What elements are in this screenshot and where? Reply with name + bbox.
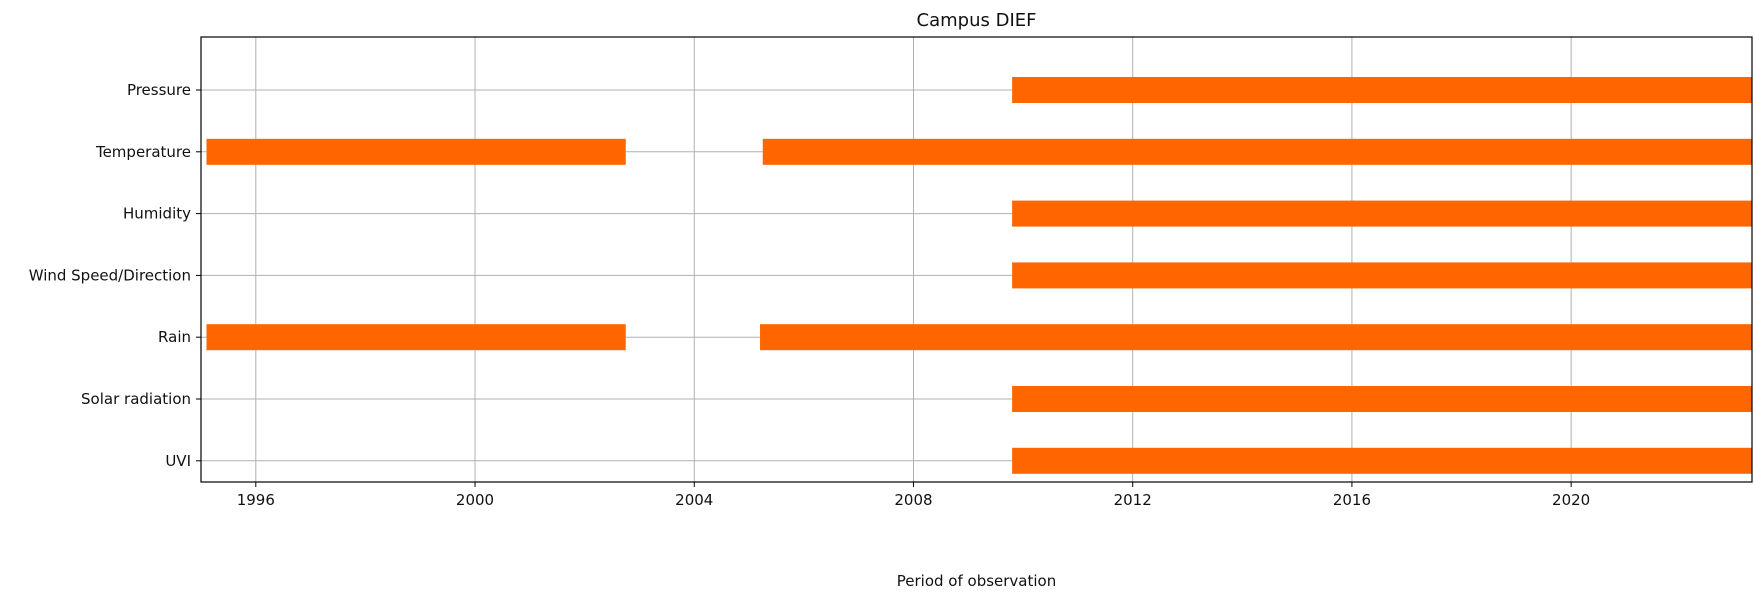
x-tick-label: 2016: [1333, 491, 1371, 509]
period-bar: [1012, 262, 1752, 289]
x-tick-label: 2000: [456, 491, 494, 509]
plot-frame: [200, 36, 1753, 483]
period-bar: [1012, 386, 1752, 412]
period-bar: [206, 324, 626, 351]
x-tick-label: 2008: [894, 491, 932, 509]
chart-title: Campus DIEF: [917, 10, 1037, 31]
y-tick-label: Rain: [158, 328, 191, 346]
y-tick-label: Temperature: [95, 143, 191, 161]
y-tick-label: UVI: [165, 452, 191, 470]
period-bar: [1012, 200, 1752, 227]
period-bar: [760, 324, 1752, 351]
x-tick-label: 2004: [675, 491, 713, 509]
grid-layer: [201, 37, 1752, 482]
period-bar: [1012, 77, 1752, 103]
period-bar: [762, 138, 1752, 165]
y-tick-label: Solar radiation: [81, 390, 191, 408]
y-tick-label: Humidity: [123, 205, 191, 223]
y-tick-label: Pressure: [127, 81, 191, 99]
bar-layer: [206, 77, 1752, 474]
x-axis-label: Period of observation: [897, 572, 1056, 590]
period-bar: [206, 138, 626, 165]
period-bar: [1012, 447, 1752, 474]
x-tick-label: 1996: [237, 491, 275, 509]
y-tick-label: Wind Speed/Direction: [29, 266, 191, 284]
x-tick-label: 2020: [1552, 491, 1590, 509]
x-tick-label: 2012: [1114, 491, 1152, 509]
tick-layer: 1996 2000 2004 2008 2012 2016 2020 Pressure Temp…: [29, 81, 1591, 509]
